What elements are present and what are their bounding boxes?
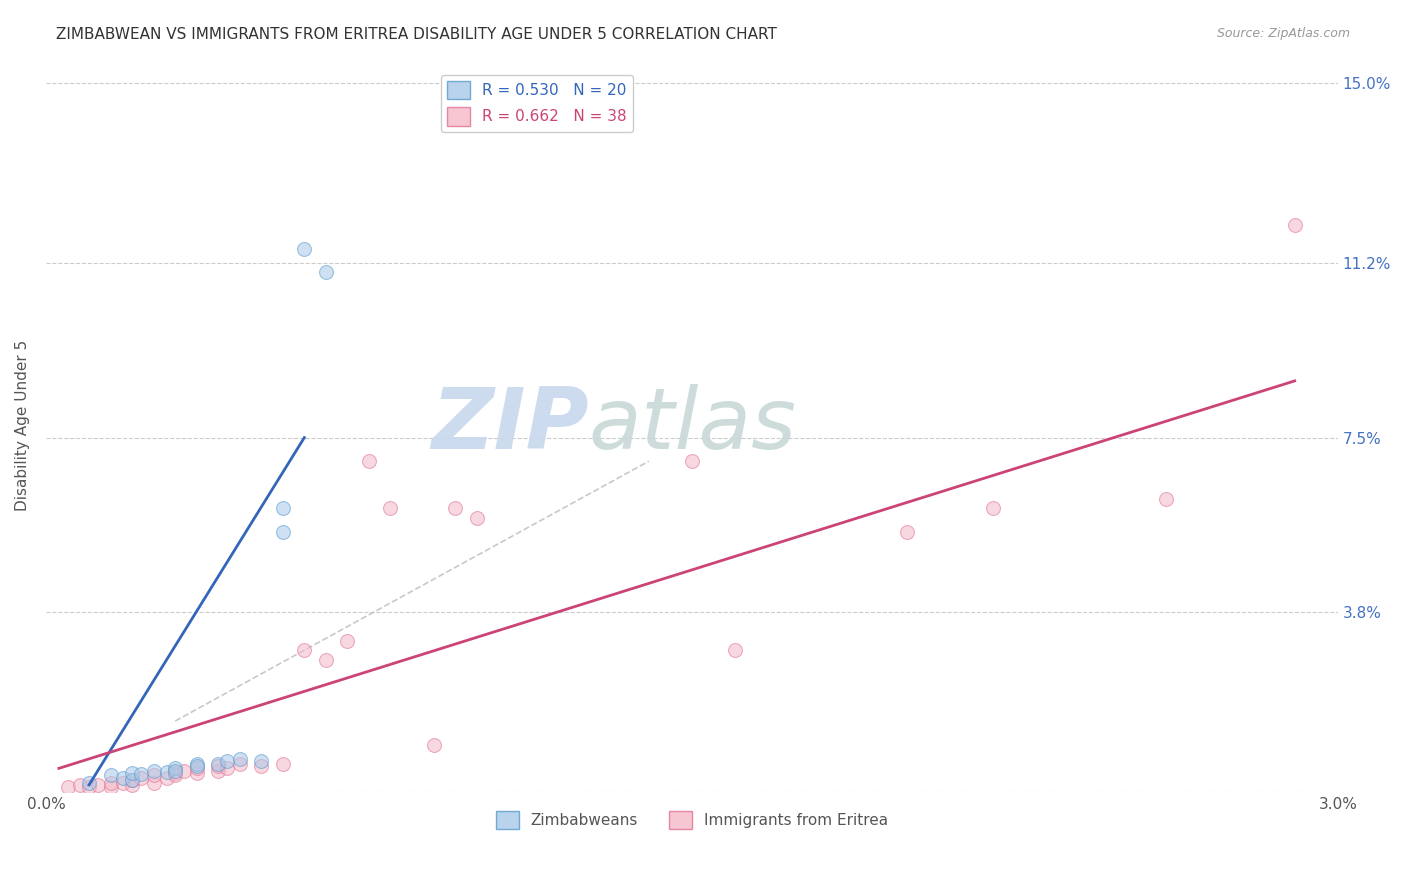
Point [1154,491,1177,506]
Point [173,764,195,778]
Point [315,653,337,667]
Point [100,780,122,795]
Point [155,765,177,780]
Point [422,738,444,752]
Point [129,771,152,785]
Point [165,766,187,780]
Point [250,759,273,773]
Point [142,764,165,778]
Point [142,768,165,782]
Point [315,265,337,279]
Point [155,771,177,785]
Point [121,778,143,792]
Point [271,525,294,540]
Point [129,767,152,781]
Point [1284,218,1306,232]
Y-axis label: Disability Age Under 5: Disability Age Under 5 [15,340,30,511]
Text: ZIP: ZIP [430,384,589,467]
Point [69,778,91,792]
Point [56,780,79,795]
Point [121,773,143,788]
Text: Source: ZipAtlas.com: Source: ZipAtlas.com [1216,27,1350,40]
Point [271,756,294,771]
Point [165,768,187,782]
Text: ZIMBABWEAN VS IMMIGRANTS FROM ERITREA DISABILITY AGE UNDER 5 CORRELATION CHART: ZIMBABWEAN VS IMMIGRANTS FROM ERITREA DI… [56,27,778,42]
Point [186,759,208,773]
Point [207,759,229,773]
Point [165,764,187,778]
Point [380,501,402,516]
Legend: Zimbabweans, Immigrants from Eritrea: Zimbabweans, Immigrants from Eritrea [489,805,894,836]
Point [207,764,229,778]
Point [292,643,315,657]
Point [465,511,488,525]
Point [229,756,252,771]
Point [186,761,208,775]
Point [112,771,135,785]
Point [271,501,294,516]
Point [100,775,122,789]
Point [142,775,165,789]
Point [250,754,273,768]
Point [357,454,380,468]
Point [215,754,238,768]
Point [896,525,918,540]
Point [215,761,238,775]
Text: atlas: atlas [589,384,797,467]
Point [165,761,187,775]
Point [186,756,208,771]
Point [121,766,143,780]
Point [681,454,703,468]
Point [186,766,208,780]
Point [121,773,143,788]
Point [229,752,252,766]
Point [981,501,1004,516]
Point [724,643,747,657]
Point [100,768,122,782]
Point [292,242,315,256]
Point [207,756,229,771]
Point [77,780,100,795]
Point [336,633,359,648]
Point [112,775,135,789]
Point [86,778,108,792]
Point [77,775,100,789]
Point [444,501,467,516]
